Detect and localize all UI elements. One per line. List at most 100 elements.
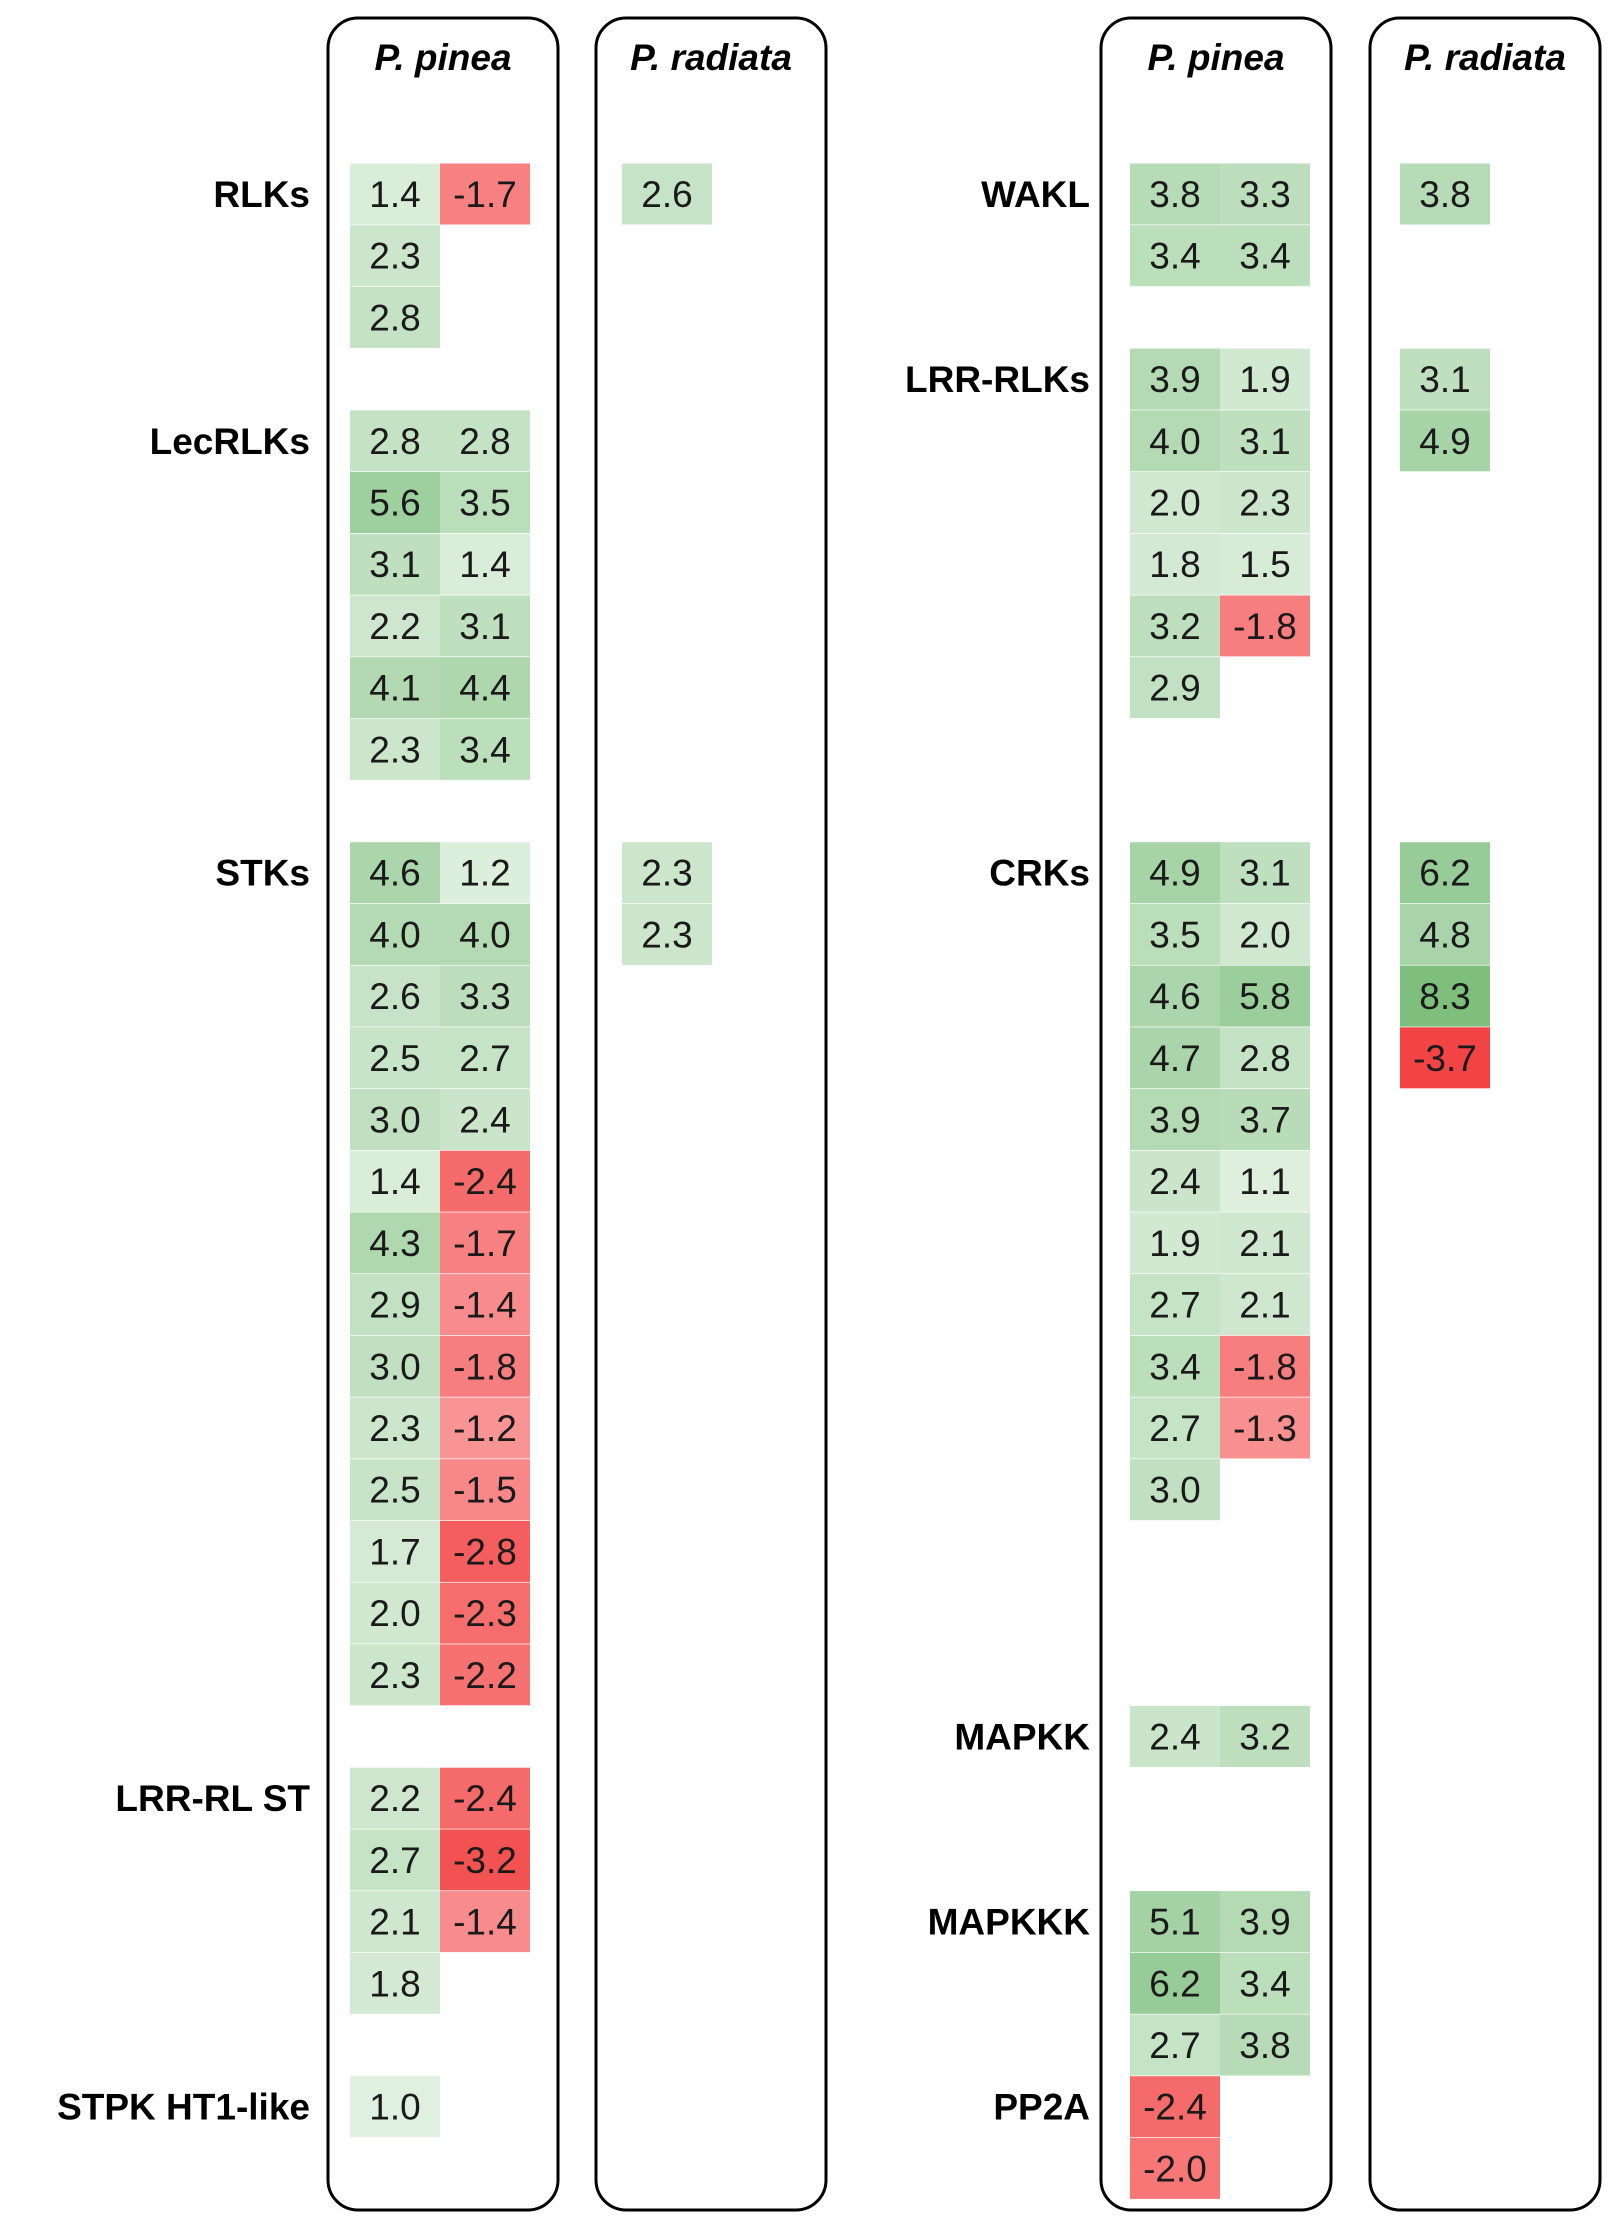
cell-value-label: 8.3 [1419, 976, 1470, 1017]
heatmap-cell [350, 2076, 440, 2138]
cell-value-label: -1.8 [453, 1346, 517, 1387]
cell-value-label: 2.0 [369, 1593, 420, 1634]
heatmap-cell [440, 533, 530, 595]
cell-value-label: 1.8 [369, 1963, 420, 2004]
heatmap-cell [1130, 2014, 1220, 2076]
panel-title: P. radiata [1404, 37, 1566, 78]
cell-value-label: 2.7 [369, 1840, 420, 1881]
heatmap-cell [1130, 225, 1220, 287]
heatmap-cell [1130, 2076, 1220, 2138]
cell-value-label: 3.0 [369, 1100, 420, 1141]
group-label: STKs [215, 853, 310, 894]
group-label: CRKs [989, 853, 1090, 894]
heatmap-cell [350, 1089, 440, 1150]
heatmap-cell [350, 472, 440, 533]
cell-value-label: -2.4 [453, 1778, 517, 1819]
heatmap-cell [440, 842, 530, 904]
cell-value-label: 3.1 [1419, 359, 1470, 400]
heatmap-cell [622, 163, 712, 225]
cell-value-label: -3.7 [1413, 1038, 1477, 1079]
heatmap-cell [350, 1767, 440, 1829]
heatmap-cell [440, 1891, 530, 1953]
heatmap-cell [440, 410, 530, 472]
heatmap-cell [1220, 1397, 1310, 1459]
cell-value-label: 4.9 [1419, 421, 1470, 462]
cell-value-label: -1.4 [453, 1902, 517, 1943]
heatmap-cell [350, 225, 440, 287]
heatmap-cell [1220, 1274, 1310, 1336]
heatmap-cell [1130, 410, 1220, 472]
panel-titles: P. pinea P. radiata P. pinea P. radiata [374, 37, 1565, 78]
heatmap-cell [1400, 410, 1490, 472]
heatmap-cell [350, 163, 440, 225]
cell-value-label: 4.6 [1149, 976, 1200, 1017]
heatmap-cell [1400, 965, 1490, 1027]
cell-value-label: 2.8 [459, 421, 510, 462]
heatmap-cell [440, 163, 530, 225]
heatmap-cell [1220, 225, 1310, 287]
heatmap-cell [350, 1520, 440, 1582]
cell-value-label: 1.2 [459, 853, 510, 894]
cell-value-label: -1.7 [453, 1223, 517, 1264]
cell-value-label: 1.5 [1239, 544, 1290, 585]
cell-value-label: 2.8 [369, 421, 420, 462]
heatmap-cell [350, 1582, 440, 1644]
heatmap-cell [440, 965, 530, 1027]
heatmap-cell [1130, 1150, 1220, 1212]
panel-title: P. pinea [374, 37, 511, 78]
cell-value-label: 1.8 [1149, 544, 1200, 585]
cell-value-label: -2.2 [453, 1655, 517, 1696]
heatmap-cell [350, 965, 440, 1027]
heatmap-cell [440, 1274, 530, 1336]
cell-value-label: -2.8 [453, 1531, 517, 1572]
heatmap-cell [440, 1089, 530, 1150]
heatmap-cell [350, 1952, 440, 2014]
heatmap-cell [350, 595, 440, 657]
cell-value-label: 3.4 [459, 729, 510, 770]
heatmap-cell [1130, 2137, 1220, 2199]
cell-value-label: 4.4 [459, 668, 510, 709]
cell-value-label: 3.4 [1239, 236, 1290, 277]
cell-value-label: 3.4 [1239, 1963, 1290, 2004]
heatmap-cell [1220, 1027, 1310, 1089]
heatmap-cell [622, 903, 712, 965]
heatmap-cell [1130, 1212, 1220, 1274]
heatmap-cell [1130, 472, 1220, 533]
heatmap-cells: 1.4 -1.7 2.3 2.8 2.8 2.8 5.6 3.5 3.1 1.4 2.2 3.1 4.1… [350, 163, 1490, 2199]
cell-value-label: 2.3 [369, 1655, 420, 1696]
cell-value-label: 1.9 [1149, 1223, 1200, 1264]
cell-value-label: -1.3 [1233, 1408, 1297, 1449]
cell-value-label: 1.4 [459, 544, 510, 585]
heatmap-cell [622, 842, 712, 904]
cell-value-label: 2.8 [369, 297, 420, 338]
heatmap-cell [1130, 1706, 1220, 1767]
heatmap-cell [1400, 1027, 1490, 1089]
cell-value-label: 3.1 [1239, 853, 1290, 894]
cell-value-label: -2.3 [453, 1593, 517, 1634]
heatmap-cell [440, 1829, 530, 1891]
heatmap-cell [350, 286, 440, 348]
heatmap-cell [350, 1335, 440, 1397]
cell-value-label: 3.1 [1239, 421, 1290, 462]
cell-value-label: -2.0 [1143, 2148, 1207, 2189]
cell-value-label: 4.0 [369, 914, 420, 955]
heatmap-cell [440, 1150, 530, 1212]
cell-value-label: 2.9 [369, 1285, 420, 1326]
cell-value-label: 3.0 [1149, 1470, 1200, 1511]
heatmap-cell [440, 718, 530, 780]
cell-value-label: 2.4 [459, 1100, 510, 1141]
cell-value-label: 3.5 [459, 483, 510, 524]
heatmap-cell [1220, 842, 1310, 904]
heatmap-cell [350, 1027, 440, 1089]
cell-value-label: 2.5 [369, 1470, 420, 1511]
cell-value-label: 3.1 [369, 544, 420, 585]
cell-value-label: 2.3 [641, 914, 692, 955]
cell-value-label: 2.4 [1149, 1717, 1200, 1758]
cell-value-label: 3.8 [1419, 174, 1470, 215]
cell-value-label: 3.1 [459, 606, 510, 647]
cell-value-label: 6.2 [1419, 853, 1470, 894]
cell-value-label: 2.3 [369, 236, 420, 277]
heatmap-cell [1220, 533, 1310, 595]
heatmap-cell [1220, 1335, 1310, 1397]
group-label: RLKs [213, 174, 310, 215]
